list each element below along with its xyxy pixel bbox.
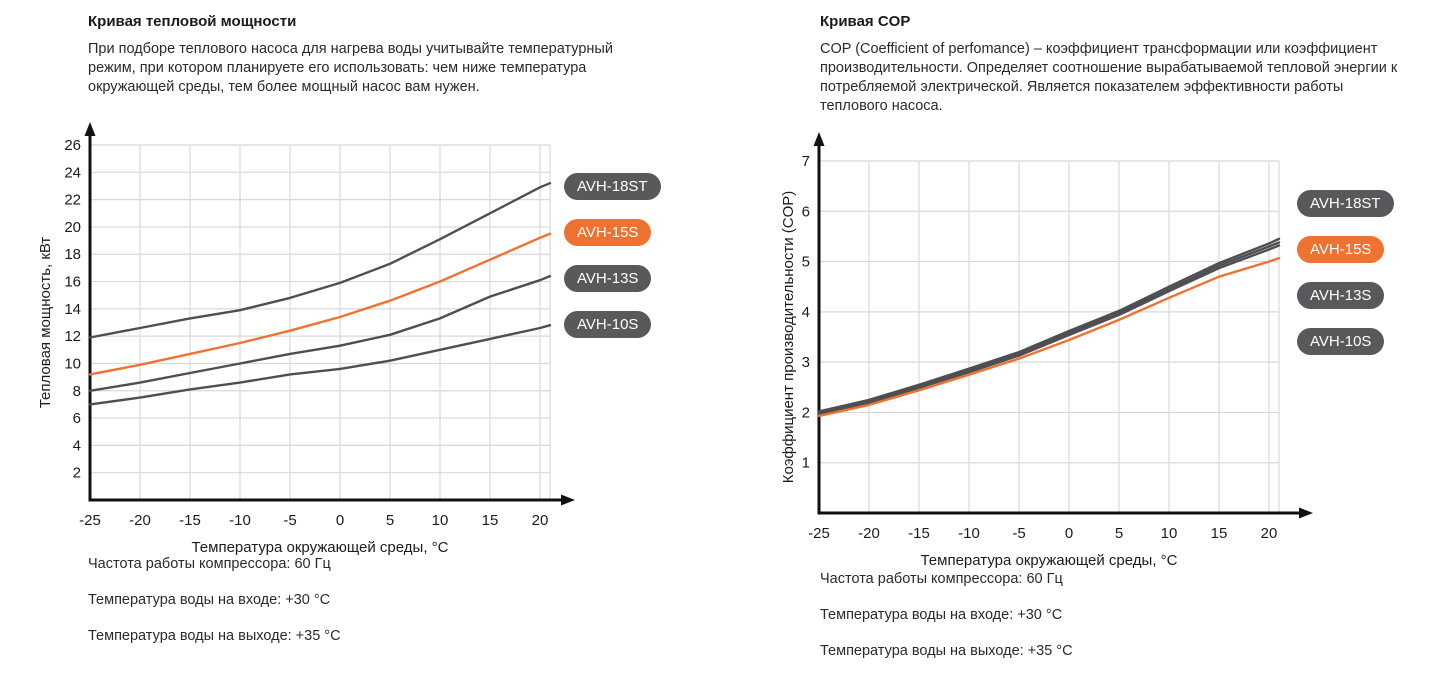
heat-power-description: При подборе теплового насоса для нагрева… — [88, 41, 613, 95]
svg-text:5: 5 — [1115, 525, 1123, 542]
svg-text:8: 8 — [73, 383, 81, 400]
legend-badge-avh-13s: AVH-13S — [1297, 282, 1385, 309]
svg-text:0: 0 — [1065, 525, 1073, 542]
y-axis-title: Тепловая мощность, кВт — [37, 237, 54, 409]
cop-legend: AVH-18ST AVH-15S AVH-13S AVH-10S — [1297, 190, 1394, 355]
tick-labels: -25 -20 -15 -10 -5 0 5 10 15 20 1 2 3 4 5 6 7 — [802, 153, 1278, 542]
curves — [88, 182, 552, 406]
svg-text:-20: -20 — [129, 512, 151, 529]
note-compressor-frequency: Частота работы компрессора: 60 Гц — [88, 556, 331, 572]
svg-text:15: 15 — [482, 512, 499, 529]
svg-text:7: 7 — [802, 153, 810, 170]
legend-badge-avh-15s: AVH-15S — [1297, 236, 1385, 263]
cop-title: Кривая COP — [820, 13, 911, 30]
svg-text:2: 2 — [802, 404, 810, 421]
svg-text:-10: -10 — [958, 525, 980, 542]
curve-avh-18st — [817, 237, 1281, 413]
svg-text:5: 5 — [802, 254, 810, 271]
svg-text:14: 14 — [64, 301, 81, 318]
svg-text:-25: -25 — [808, 525, 830, 542]
curve-avh-15s — [817, 256, 1281, 418]
axes — [84, 122, 575, 506]
svg-text:15: 15 — [1211, 525, 1228, 542]
legend-badge-avh-18st: AVH-18ST — [564, 173, 661, 200]
curve-avh-10s — [88, 323, 552, 406]
x-axis-title: Температура окружающей среды, °C — [920, 552, 1177, 569]
heat-power-title: Кривая тепловой мощности — [88, 13, 297, 30]
svg-text:6: 6 — [73, 410, 81, 427]
svg-text:12: 12 — [64, 328, 81, 345]
cop-chart: -25 -20 -15 -10 -5 0 5 10 15 20 1 2 3 4 5 6 7 Температура… — [780, 132, 1313, 569]
heat-power-chart: -25 -20 -15 -10 -5 0 5 10 15 20246810121416182022… — [37, 122, 575, 556]
svg-text:10: 10 — [432, 512, 449, 529]
cop-description: COP (Coefficient of perfomance) – коэффи… — [820, 41, 1398, 114]
y-axis-title: Коэффициент производительности (COP) — [780, 191, 797, 484]
svg-text:26: 26 — [64, 137, 81, 154]
svg-text:1: 1 — [802, 455, 810, 472]
note-water-inlet-temp: Температура воды на входе: +30 °C — [820, 607, 1063, 623]
svg-text:-15: -15 — [179, 512, 201, 529]
svg-text:-25: -25 — [79, 512, 101, 529]
svg-text:24: 24 — [64, 164, 81, 181]
x-axis-arrow-icon — [561, 494, 575, 506]
svg-text:-10: -10 — [229, 512, 251, 529]
x-axis-title: Температура окружающей среды, °C — [191, 539, 448, 556]
legend-badge-avh-18st: AVH-18ST — [1297, 190, 1394, 217]
svg-text:3: 3 — [802, 354, 810, 371]
grid — [818, 160, 1280, 513]
svg-text:20: 20 — [1261, 525, 1278, 542]
svg-text:6: 6 — [802, 203, 810, 220]
svg-text:4: 4 — [73, 437, 81, 454]
heat-power-legend: AVH-18ST AVH-15S AVH-13S AVH-10S — [564, 173, 661, 338]
svg-text:-15: -15 — [908, 525, 930, 542]
legend-badge-avh-13s: AVH-13S — [564, 265, 652, 292]
svg-text:10: 10 — [64, 355, 81, 372]
curve-avh-10s — [817, 244, 1281, 416]
curve-avh-13s — [817, 241, 1281, 414]
svg-text:-5: -5 — [283, 512, 296, 529]
note-water-outlet-temp: Температура воды на выходе: +35 °C — [88, 628, 341, 644]
svg-text:20: 20 — [532, 512, 549, 529]
note-water-outlet-temp: Температура воды на выходе: +35 °C — [820, 643, 1073, 659]
svg-text:5: 5 — [386, 512, 394, 529]
curve-avh-13s — [88, 274, 552, 392]
svg-text:22: 22 — [64, 192, 81, 209]
svg-text:10: 10 — [1161, 525, 1178, 542]
svg-text:16: 16 — [64, 274, 81, 291]
svg-text:-5: -5 — [1012, 525, 1025, 542]
note-compressor-frequency: Частота работы компрессора: 60 Гц — [820, 571, 1063, 587]
note-water-inlet-temp: Температура воды на входе: +30 °C — [88, 592, 331, 608]
svg-text:2: 2 — [73, 465, 81, 482]
x-axis-arrow-icon — [1299, 507, 1313, 519]
axes — [813, 132, 1313, 519]
y-axis-arrow-icon — [813, 132, 825, 146]
svg-text:-20: -20 — [858, 525, 880, 542]
curve-avh-15s — [88, 232, 552, 376]
y-axis-arrow-icon — [84, 122, 96, 136]
svg-text:0: 0 — [336, 512, 344, 529]
legend-badge-avh-10s: AVH-10S — [564, 311, 652, 338]
curve-avh-18st — [88, 182, 552, 339]
tick-labels: -25 -20 -15 -10 -5 0 5 10 15 20246810121416182022… — [64, 137, 548, 529]
curves — [817, 237, 1281, 418]
svg-text:20: 20 — [64, 219, 81, 236]
legend-badge-avh-15s: AVH-15S — [564, 219, 652, 246]
svg-text:18: 18 — [64, 246, 81, 263]
grid — [89, 144, 551, 500]
legend-badge-avh-10s: AVH-10S — [1297, 328, 1385, 355]
svg-text:4: 4 — [802, 304, 810, 321]
